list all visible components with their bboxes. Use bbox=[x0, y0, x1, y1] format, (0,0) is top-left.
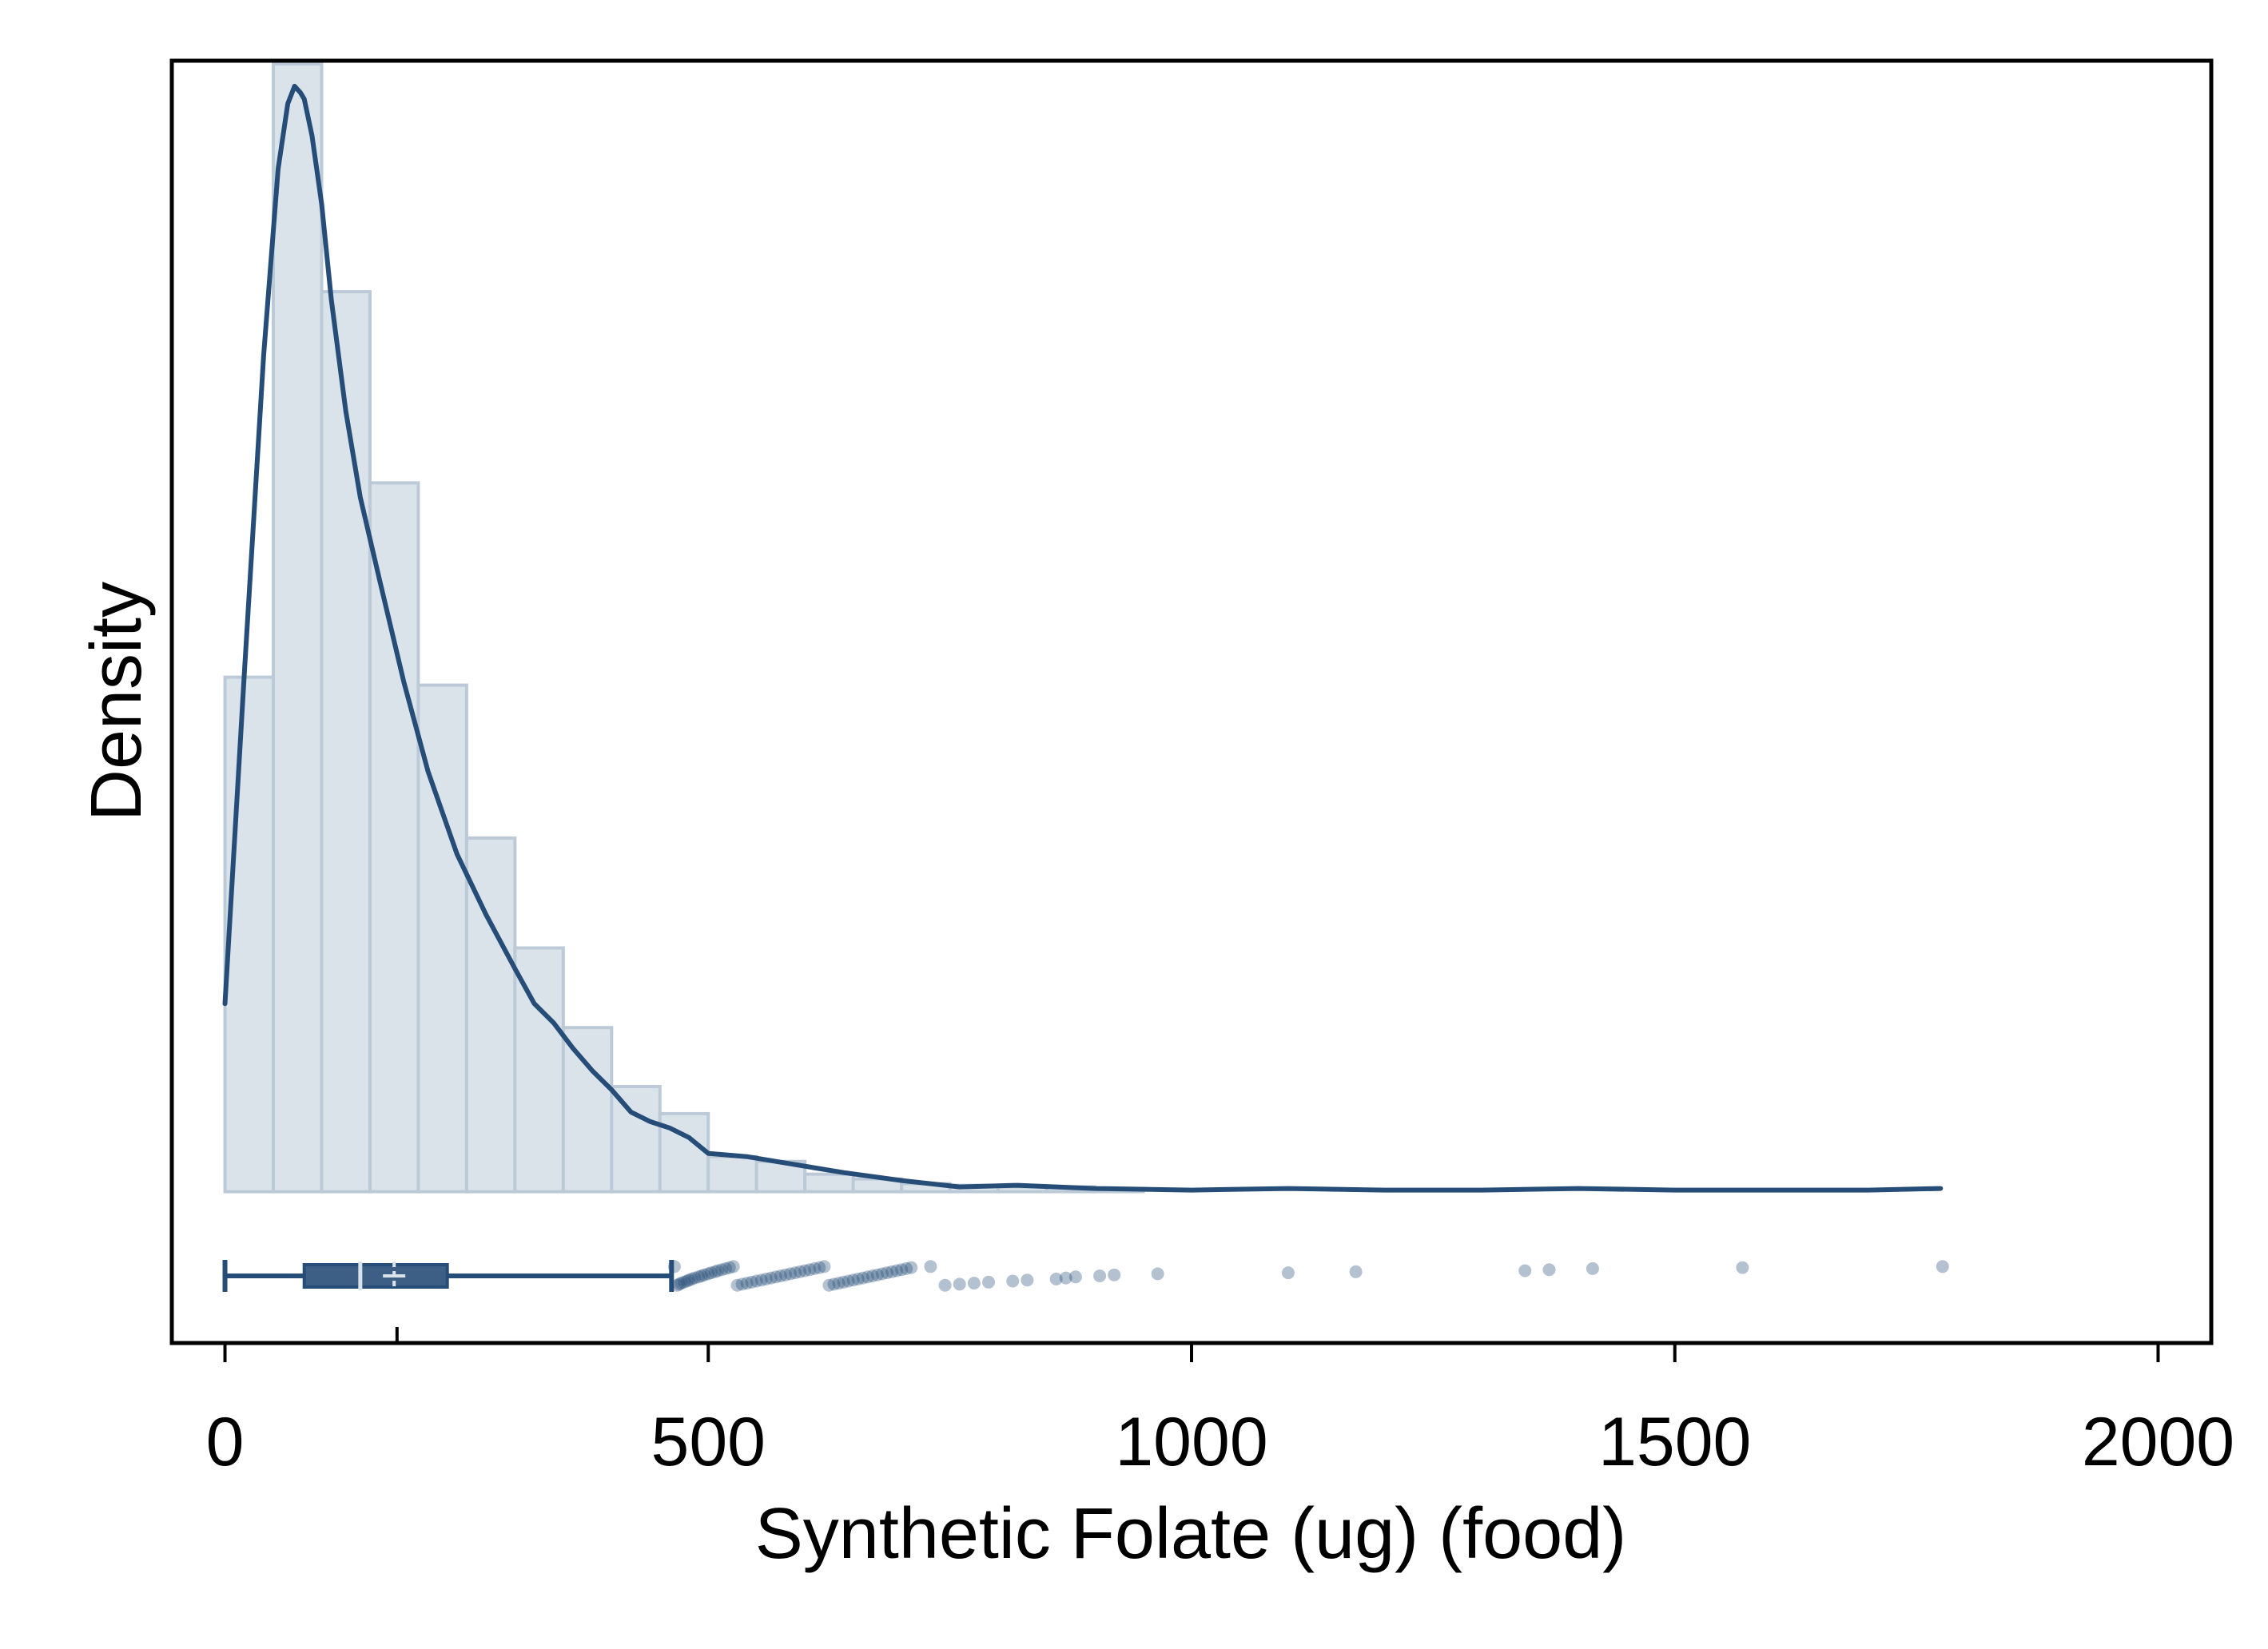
outlier-point-16 bbox=[715, 1263, 729, 1277]
boxplot-outliers bbox=[667, 1260, 1949, 1292]
outlier-point-69 bbox=[1151, 1267, 1164, 1281]
outlier-point-9 bbox=[692, 1270, 706, 1284]
outlier-point-71 bbox=[1349, 1265, 1363, 1278]
outlier-point-60 bbox=[967, 1277, 981, 1290]
x-tick-label-4: 2000 bbox=[2082, 1404, 2234, 1480]
outlier-point-39 bbox=[822, 1278, 836, 1292]
histogram-bar-3 bbox=[368, 481, 420, 1194]
outlier-point-36 bbox=[808, 1262, 822, 1275]
outlier-point-8 bbox=[688, 1271, 702, 1285]
outlier-point-49 bbox=[870, 1268, 884, 1281]
outlier-point-50 bbox=[875, 1267, 889, 1281]
outlier-point-4 bbox=[678, 1275, 691, 1289]
outlier-point-30 bbox=[779, 1268, 793, 1281]
outlier-point-59 bbox=[953, 1277, 966, 1291]
outlier-point-34 bbox=[798, 1264, 812, 1277]
outlier-point-27 bbox=[764, 1271, 778, 1285]
outlier-point-26 bbox=[759, 1272, 773, 1285]
boxplot bbox=[222, 1260, 674, 1292]
outlier-point-3 bbox=[674, 1277, 688, 1290]
histogram-bar-10 bbox=[706, 1154, 758, 1194]
outlier-point-55 bbox=[900, 1262, 913, 1275]
outlier-point-47 bbox=[861, 1270, 874, 1284]
outlier-point-33 bbox=[794, 1265, 807, 1278]
outlier-point-1 bbox=[670, 1278, 684, 1292]
outlier-point-6 bbox=[682, 1274, 696, 1287]
boxplot-box bbox=[302, 1263, 449, 1289]
outlier-point-31 bbox=[784, 1267, 798, 1281]
x-axis: 0 500 1000 1500 2000 bbox=[206, 1327, 2234, 1480]
outlier-point-13 bbox=[704, 1266, 718, 1280]
outlier-point-52 bbox=[885, 1265, 899, 1278]
outlier-point-63 bbox=[1021, 1274, 1034, 1287]
y-axis-title: Density bbox=[77, 582, 157, 821]
outlier-point-64 bbox=[1049, 1272, 1063, 1285]
outlier-point-21 bbox=[735, 1277, 749, 1291]
outlier-point-68 bbox=[1108, 1268, 1121, 1281]
outlier-point-48 bbox=[865, 1270, 879, 1282]
histogram-bar-7 bbox=[561, 1026, 614, 1194]
outlier-point-17 bbox=[719, 1262, 733, 1275]
outlier-point-51 bbox=[881, 1266, 894, 1280]
histogram-bar-5 bbox=[464, 836, 517, 1194]
outlier-point-37 bbox=[813, 1261, 826, 1274]
outlier-point-74 bbox=[1586, 1262, 1599, 1275]
outlier-point-41 bbox=[832, 1277, 846, 1290]
outlier-point-67 bbox=[1093, 1270, 1107, 1282]
outlier-point-44 bbox=[846, 1274, 860, 1287]
outlier-point-12 bbox=[702, 1267, 715, 1281]
histogram-bar-12 bbox=[803, 1172, 855, 1194]
outlier-point-73 bbox=[1542, 1263, 1556, 1277]
histogram-bar-0 bbox=[223, 675, 275, 1194]
outlier-point-22 bbox=[740, 1277, 754, 1290]
outlier-point-42 bbox=[837, 1275, 850, 1289]
outlier-point-70 bbox=[1281, 1266, 1295, 1280]
outlier-point-32 bbox=[789, 1266, 802, 1280]
outlier-point-38 bbox=[818, 1260, 831, 1274]
outlier-point-46 bbox=[856, 1271, 869, 1285]
x-axis-title: Synthetic Folate (ug) (food) bbox=[755, 1494, 1627, 1574]
x-tick-label-1: 500 bbox=[651, 1404, 766, 1480]
outlier-point-45 bbox=[851, 1272, 865, 1285]
outlier-point-75 bbox=[1736, 1261, 1749, 1274]
outlier-point-43 bbox=[842, 1274, 855, 1288]
outlier-point-56 bbox=[905, 1261, 918, 1274]
outlier-point-20 bbox=[730, 1278, 744, 1292]
outlier-point-62 bbox=[1006, 1274, 1020, 1288]
outlier-point-35 bbox=[803, 1263, 817, 1277]
x-tick-label-0: 0 bbox=[206, 1404, 245, 1480]
outlier-point-28 bbox=[769, 1270, 782, 1284]
outlier-point-40 bbox=[827, 1277, 841, 1291]
outlier-point-10 bbox=[694, 1270, 708, 1282]
histogram-bars bbox=[223, 62, 1145, 1194]
outlier-point-58 bbox=[938, 1278, 952, 1292]
outlier-point-5 bbox=[680, 1274, 694, 1288]
histogram-bar-1 bbox=[271, 62, 324, 1194]
outlier-point-18 bbox=[722, 1261, 736, 1274]
x-tick-label-3: 1500 bbox=[1598, 1404, 1751, 1480]
outlier-point-2 bbox=[672, 1277, 686, 1291]
outlier-point-66 bbox=[1068, 1270, 1082, 1284]
outlier-point-76 bbox=[1936, 1260, 1949, 1274]
outlier-point-23 bbox=[745, 1275, 758, 1289]
outlier-point-61 bbox=[982, 1275, 996, 1289]
histogram-bar-2 bbox=[320, 290, 372, 1194]
outlier-point-24 bbox=[750, 1274, 763, 1288]
histogram-bar-8 bbox=[610, 1085, 662, 1194]
x-tick-label-2: 1000 bbox=[1115, 1404, 1267, 1480]
outlier-point-19 bbox=[726, 1260, 740, 1274]
outlier-point-11 bbox=[698, 1268, 711, 1281]
outlier-point-72 bbox=[1518, 1264, 1532, 1277]
outlier-point-65 bbox=[1059, 1271, 1072, 1285]
outlier-point-29 bbox=[774, 1270, 787, 1282]
outlier-point-14 bbox=[708, 1265, 722, 1278]
outlier-point-25 bbox=[754, 1274, 768, 1287]
outlier-point-53 bbox=[890, 1264, 904, 1277]
outlier-point-57 bbox=[924, 1260, 937, 1274]
outlier-point-15 bbox=[711, 1264, 725, 1277]
outlier-point-7 bbox=[685, 1272, 698, 1285]
kde-density-line bbox=[222, 83, 1944, 1193]
outlier-point-54 bbox=[895, 1263, 909, 1277]
